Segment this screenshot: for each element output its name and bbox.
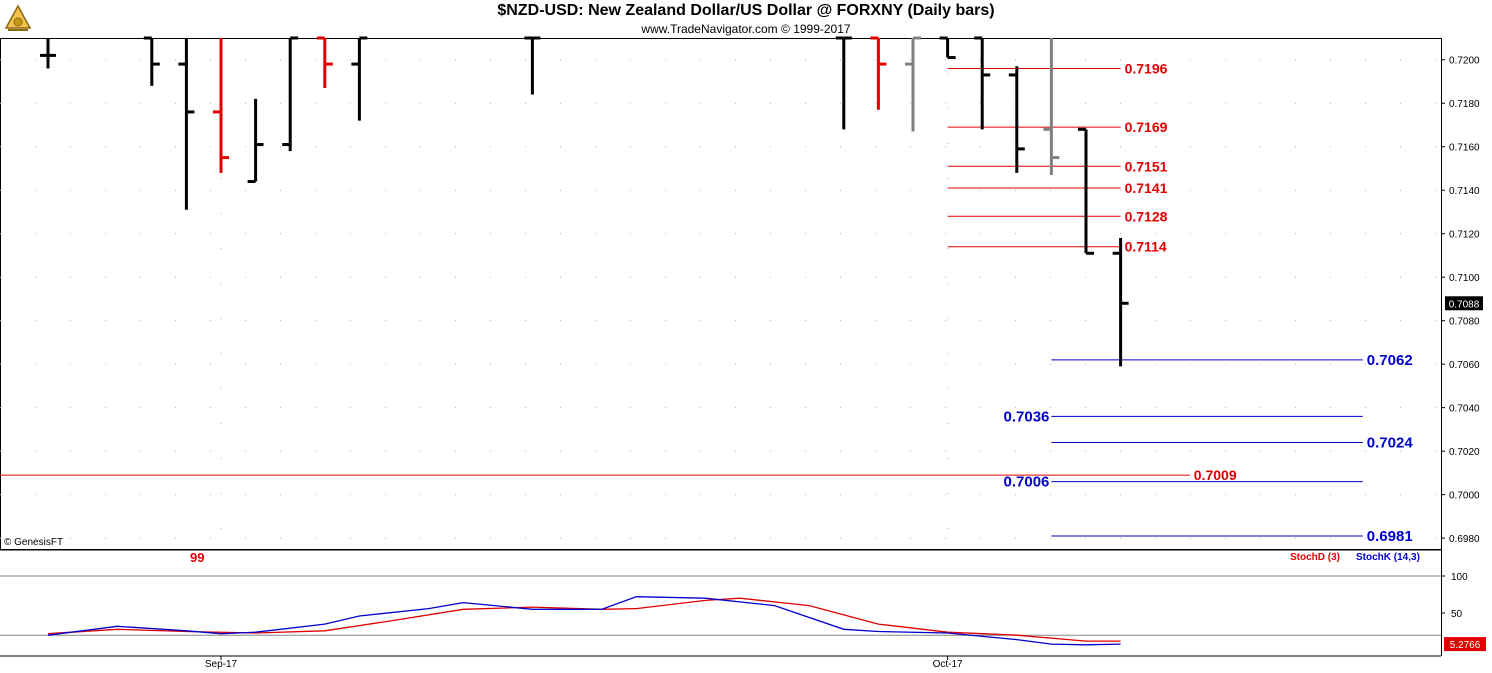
price-tick-label: 0.7080	[1449, 317, 1480, 328]
date-tick-label: Oct-17	[933, 659, 963, 670]
price-tick-label: 0.6980	[1449, 534, 1480, 545]
price-tick-label: 0.7180	[1449, 99, 1480, 110]
sextant-logo-icon	[4, 4, 32, 31]
level-label: 0.7114	[1125, 239, 1167, 255]
copyright-label: © GenesisFT	[4, 537, 63, 548]
level-label: 0.7196	[1125, 60, 1168, 76]
price-tick-label: 0.7200	[1449, 56, 1480, 67]
price-tick-label: 0.7100	[1449, 273, 1480, 284]
stoch-tick-label: 100	[1451, 572, 1468, 583]
date-tick-label: Sep-17	[205, 659, 238, 670]
stoch-legend-entry: StochD (3)	[1290, 552, 1340, 563]
level-label: 0.7036	[1004, 408, 1050, 425]
chart-title: $NZD-USD: New Zealand Dollar/US Dollar @…	[497, 2, 995, 19]
price-tick-label: 0.7020	[1449, 447, 1480, 458]
stoch-legend-entry: StochK (14,3)	[1356, 552, 1420, 563]
stoch-series-line	[47, 596, 1121, 646]
stoch-tick-label: 50	[1451, 609, 1463, 620]
stoch-value-marker	[1444, 637, 1486, 652]
price-tick-label: 0.7000	[1449, 491, 1480, 502]
stoch-value-label: 5.2766	[1450, 640, 1481, 651]
price-tick-label: 0.7160	[1449, 143, 1480, 154]
level-label: 0.7062	[1367, 352, 1413, 369]
price-tick-label: 0.7120	[1449, 230, 1480, 241]
level-label: 0.7006	[1004, 474, 1050, 491]
level-label: 0.7024	[1367, 434, 1414, 451]
level-label: 0.7128	[1125, 208, 1168, 224]
price-tick-label: 0.7060	[1449, 360, 1480, 371]
level-label: 0.6981	[1367, 528, 1413, 545]
price-tick-label: 0.7140	[1449, 186, 1480, 197]
chart-subtitle: www.TradeNavigator.com © 1999-2017	[641, 22, 851, 36]
level-label: 0.7169	[1125, 119, 1168, 135]
price-tick-label: 0.7040	[1449, 404, 1480, 415]
stoch-badge: 99	[190, 550, 204, 565]
level-label: 0.7151	[1125, 158, 1168, 174]
last-price-label: 0.7088	[1449, 299, 1480, 310]
level-label: 0.7141	[1125, 180, 1168, 196]
last-price-marker	[1445, 296, 1483, 311]
level-label: 0.7009	[1194, 467, 1237, 483]
